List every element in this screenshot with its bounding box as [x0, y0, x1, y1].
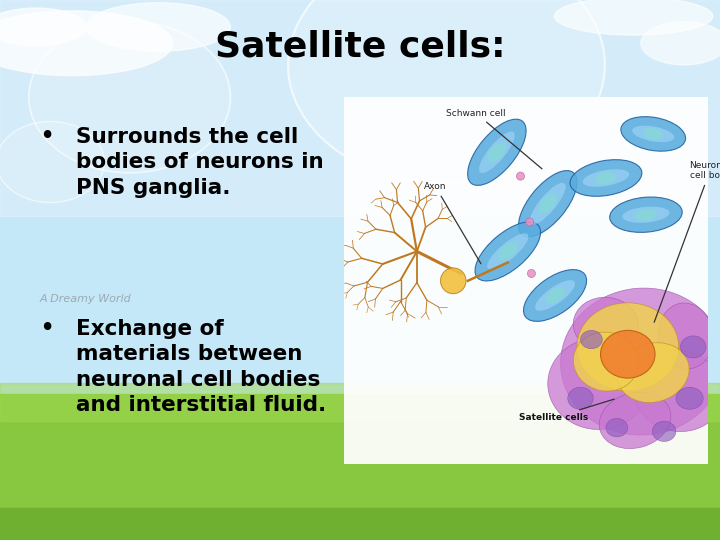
- Ellipse shape: [573, 298, 639, 353]
- Ellipse shape: [573, 332, 639, 391]
- Ellipse shape: [554, 0, 713, 35]
- Ellipse shape: [516, 172, 524, 180]
- Ellipse shape: [621, 117, 685, 151]
- Text: Axon: Axon: [424, 182, 481, 264]
- Ellipse shape: [545, 287, 564, 303]
- Ellipse shape: [622, 207, 670, 223]
- Bar: [0, 0, 720, 394]
- Ellipse shape: [523, 269, 587, 321]
- Ellipse shape: [535, 280, 575, 310]
- Ellipse shape: [479, 131, 515, 173]
- Ellipse shape: [0, 8, 86, 46]
- Bar: [344, 97, 708, 464]
- Bar: [0, 383, 720, 421]
- Ellipse shape: [582, 169, 629, 187]
- Circle shape: [0, 122, 104, 202]
- Ellipse shape: [570, 160, 642, 197]
- Ellipse shape: [518, 171, 577, 237]
- Text: A Dreamy World: A Dreamy World: [40, 294, 131, 305]
- Ellipse shape: [652, 421, 676, 442]
- Ellipse shape: [635, 208, 657, 221]
- Bar: [0, 394, 720, 540]
- Ellipse shape: [0, 11, 173, 76]
- Ellipse shape: [526, 218, 534, 226]
- Ellipse shape: [561, 288, 720, 435]
- Ellipse shape: [644, 128, 663, 140]
- Text: Satellite cells: Satellite cells: [518, 399, 614, 422]
- Ellipse shape: [475, 222, 541, 281]
- Ellipse shape: [606, 418, 628, 437]
- Bar: [0, 0, 720, 216]
- Text: Schwann cell: Schwann cell: [446, 109, 542, 169]
- Ellipse shape: [680, 336, 706, 358]
- Ellipse shape: [641, 22, 720, 65]
- Text: •: •: [40, 124, 55, 150]
- Ellipse shape: [528, 269, 536, 278]
- Text: Neuron
cell body: Neuron cell body: [654, 160, 720, 322]
- Text: Exchange of
materials between
neuronal cell bodies
and interstitial fluid.: Exchange of materials between neuronal c…: [76, 319, 326, 415]
- Circle shape: [29, 22, 230, 173]
- Text: •: •: [40, 316, 55, 342]
- Ellipse shape: [441, 268, 466, 294]
- Ellipse shape: [595, 172, 617, 184]
- Ellipse shape: [676, 387, 703, 409]
- Ellipse shape: [599, 392, 671, 449]
- Ellipse shape: [530, 183, 566, 225]
- Ellipse shape: [487, 142, 506, 163]
- Ellipse shape: [86, 3, 230, 51]
- Ellipse shape: [577, 303, 679, 391]
- Ellipse shape: [539, 193, 557, 214]
- Ellipse shape: [548, 338, 649, 429]
- Ellipse shape: [610, 197, 683, 232]
- Ellipse shape: [632, 126, 674, 142]
- Ellipse shape: [659, 303, 714, 369]
- Bar: [0, 508, 720, 540]
- Ellipse shape: [600, 330, 655, 378]
- Ellipse shape: [568, 387, 593, 409]
- Text: Satellite cells:: Satellite cells:: [215, 30, 505, 64]
- Text: Surrounds the cell
bodies of neurons in
PNS ganglia.: Surrounds the cell bodies of neurons in …: [76, 127, 323, 198]
- Ellipse shape: [467, 119, 526, 185]
- Ellipse shape: [498, 242, 518, 261]
- Ellipse shape: [580, 330, 603, 349]
- Ellipse shape: [634, 350, 720, 431]
- Ellipse shape: [487, 233, 528, 269]
- Ellipse shape: [617, 343, 689, 402]
- Circle shape: [288, 0, 605, 184]
